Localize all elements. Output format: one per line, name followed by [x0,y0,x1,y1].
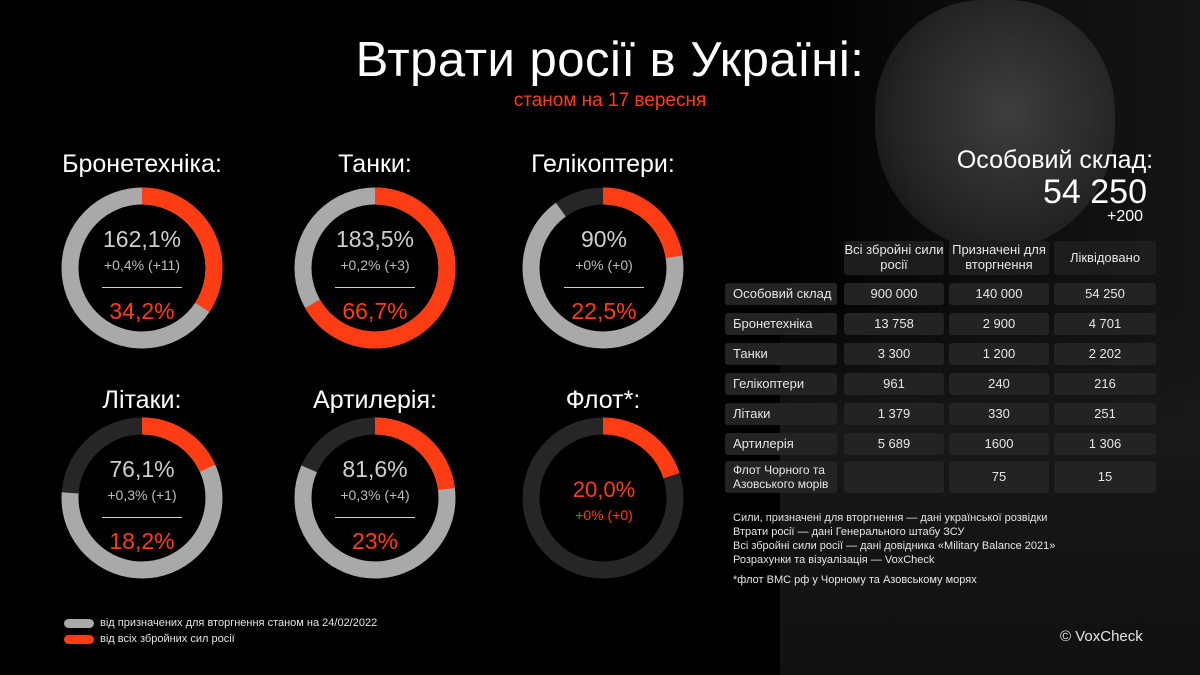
table-row-label: Флот Чорного та Азовського морів [725,461,837,493]
donut-bottom-value: 22,5% [571,298,637,324]
table-cell-all: 900 000 [844,283,944,305]
source-notes: Сили, призначені для вторгнення — дані у… [733,511,1055,567]
table-row-label: Літаки [725,403,837,425]
category-label-aircraft: Літаки: [102,386,182,414]
donut-artillery [294,417,456,579]
table-header-assigned: Призначені для вторгнення [949,241,1049,275]
donut-separator [102,287,182,288]
donut-tanks [294,187,456,349]
donut-label-armor: 162,1% +0,4% (+11) 34,2% [62,226,222,325]
table-header-destroyed: Ліквідовано [1054,241,1156,275]
donut-top-value: 81,6% [342,456,408,482]
donut-label-tanks: 183,5% +0,2% (+3) 66,7% [295,226,455,325]
table-cell-all: 5 689 [844,433,944,455]
donut-aircraft [61,417,223,579]
table-cell-destroyed: 54 250 [1054,283,1156,305]
legend-label: від призначених для вторгнення станом на… [100,617,378,629]
donut-separator [564,287,644,288]
category-label-armor: Бронетехніка: [62,150,222,178]
donut-label-aircraft: 76,1% +0,3% (+1) 18,2% [62,456,222,555]
donut-helicopters [522,187,684,349]
donut-change: +0,2% (+3) [340,257,410,273]
donut-separator [102,517,182,518]
donut-bottom-value: 34,2% [109,298,175,324]
legend-item-assigned: від призначених для вторгнення станом на… [64,617,377,629]
table-cell-destroyed: 15 [1054,461,1156,493]
legend-swatch-orange [64,634,94,644]
personnel-total: 54 250 [1043,173,1147,211]
source-note: Втрати росії — дані Генерального штабу З… [733,526,965,538]
donut-change: +0% (+0) [575,507,633,523]
donut-arc-all-forces [61,187,223,349]
table-cell-all [844,461,944,493]
donut-bottom-value: 18,2% [109,528,175,554]
fleet-footnote: *флот ВМС рф у Чорному та Азовському мор… [733,574,977,586]
copyright: © VoxCheck [1060,628,1143,645]
source-note: Розрахунки та візуалізація — VoxCheck [733,554,935,566]
table-cell-assigned: 1 200 [949,343,1049,365]
table-cell-assigned: 140 000 [949,283,1049,305]
personnel-delta: +200 [1106,208,1144,225]
donut-top-value: 183,5% [335,226,414,252]
donut-bottom-value: 20,0% [572,477,636,502]
donut-fleet [522,417,684,579]
source-note: Сили, призначені для вторгнення — дані у… [733,512,1048,524]
table-cell-destroyed: 251 [1054,403,1156,425]
table-cell-assigned: 1600 [949,433,1049,455]
page-title: Втрати росії в Україні: [355,33,865,87]
table-cell-assigned: 330 [949,403,1049,425]
donut-label-helicopters: 90% +0% (+0) 22,5% [524,226,684,325]
table-cell-all: 961 [844,373,944,395]
donut-armor [61,187,223,349]
table-header-all-forces: Всі збройні сили росії [844,241,944,275]
category-label-tanks: Танки: [338,150,412,178]
table-cell-destroyed: 216 [1054,373,1156,395]
table-cell-all: 3 300 [844,343,944,365]
table-cell-assigned: 75 [949,461,1049,493]
donut-label-artillery: 81,6% +0,3% (+4) 23% [295,456,455,555]
donut-arc-all-forces [294,187,456,349]
table-row-label: Особовий склад [725,283,837,305]
donut-separator [335,287,415,288]
donut-change: +0,3% (+1) [107,487,177,503]
table-row-label: Танки [725,343,837,365]
photo-face [875,0,1115,250]
donut-arc-all-forces [294,417,456,579]
donut-arc-all-forces [522,417,684,579]
table-cell-assigned: 2 900 [949,313,1049,335]
donut-label-fleet: 20,0% +0% (+0) [524,477,684,523]
source-note: Всі збройні сили росії — дані довідника … [733,540,1056,552]
legend-label: від всіх збройних сил росії [100,633,235,645]
donut-top-value: 90% [580,226,628,252]
donut-bottom-value: 23% [351,528,399,554]
table-row-label: Бронетехніка [725,313,837,335]
donut-top-value: 76,1% [109,456,175,482]
donut-change: +0,3% (+4) [340,487,410,503]
page-subtitle: станом на 17 вересня [513,90,707,111]
legend-item-all-forces: від всіх збройних сил росії [64,633,235,645]
donut-charts [61,187,684,579]
donut-change: +0% (+0) [575,257,633,273]
table-cell-destroyed: 4 701 [1054,313,1156,335]
table-cell-destroyed: 1 306 [1054,433,1156,455]
table-cell-assigned: 240 [949,373,1049,395]
donut-change: +0,4% (+11) [103,257,180,273]
category-label-artillery: Артилерія: [313,386,437,414]
table-row-label: Гелікоптери [725,373,837,395]
donut-arc-all-forces [61,417,223,579]
category-label-fleet: Флот*: [565,386,641,414]
legend-swatch-gray [64,618,94,628]
table-row-label: Артилерія [725,433,837,455]
donut-arc-all-forces [522,187,684,349]
donut-bottom-value: 66,7% [342,298,408,324]
donut-top-value: 162,1% [102,226,181,252]
table-cell-all: 13 758 [844,313,944,335]
table-cell-all: 1 379 [844,403,944,425]
category-label-helicopters: Гелікоптери: [531,150,675,178]
donut-separator [335,517,415,518]
table-cell-destroyed: 2 202 [1054,343,1156,365]
personnel-title: Особовий склад: [956,146,1154,174]
